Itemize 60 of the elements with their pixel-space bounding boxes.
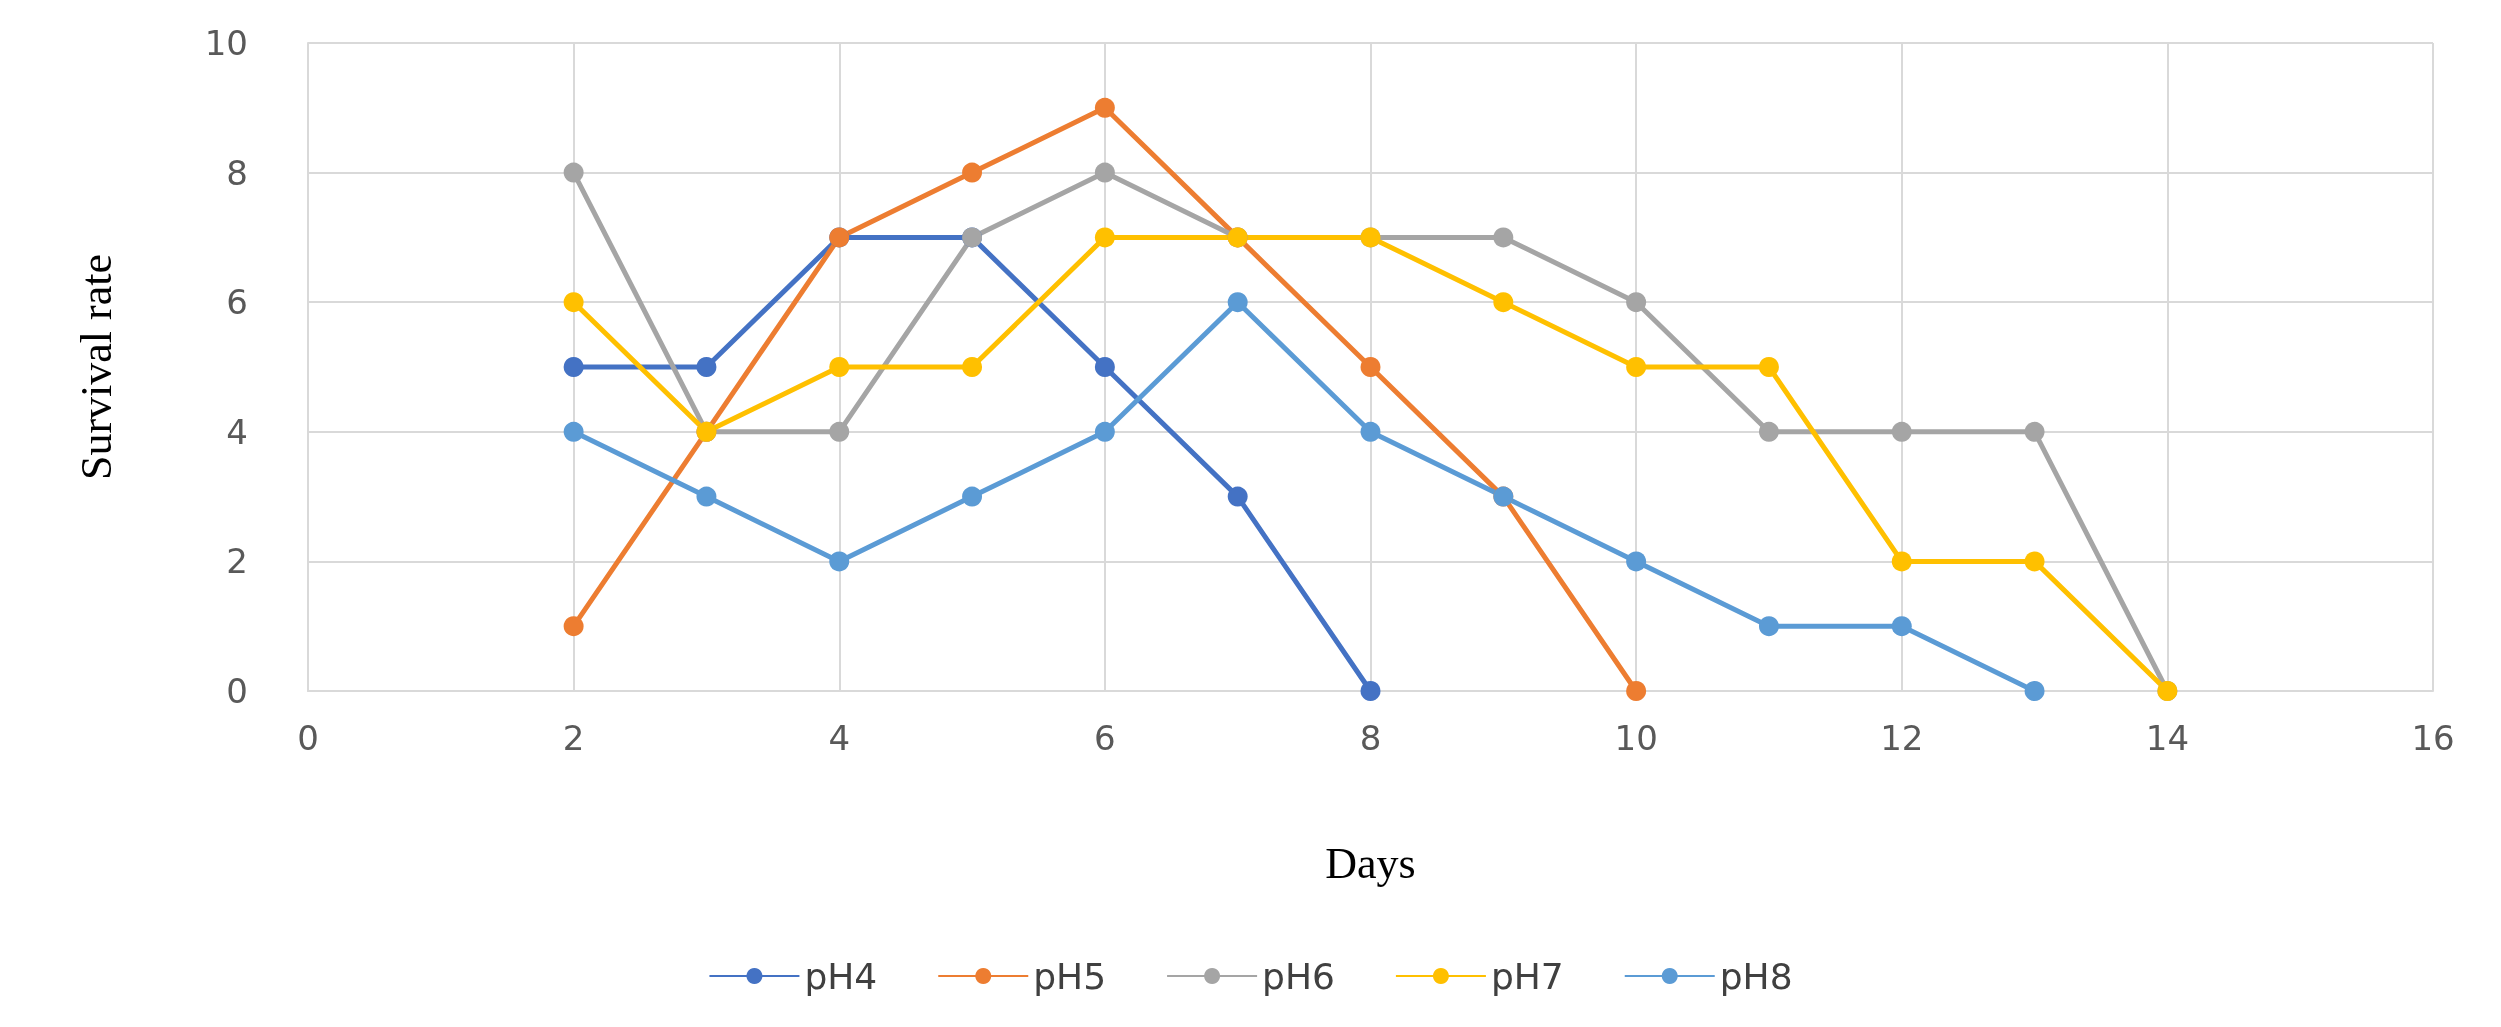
x-tick-label: 6 xyxy=(1094,718,1116,758)
point xyxy=(563,357,584,377)
y-tick-label: 0 xyxy=(226,671,248,711)
y-axis-title: Survival rate xyxy=(71,253,121,481)
point xyxy=(1493,227,1514,248)
point xyxy=(1094,227,1115,248)
point xyxy=(563,162,584,183)
point xyxy=(962,357,983,377)
y-tick-label: 4 xyxy=(226,411,248,452)
point xyxy=(829,357,850,377)
legend-label: pH5 xyxy=(1033,955,1107,997)
point xyxy=(563,421,584,442)
point xyxy=(1626,357,1647,377)
legend-label: pH7 xyxy=(1490,955,1564,997)
point xyxy=(1891,551,1912,572)
legend-label: pH6 xyxy=(1262,955,1335,997)
x-tick-label: 2 xyxy=(562,718,585,758)
x-tick-label: 8 xyxy=(1359,718,1382,758)
point xyxy=(962,162,983,183)
point xyxy=(696,486,717,507)
point xyxy=(563,292,584,313)
point xyxy=(696,357,717,377)
point xyxy=(1094,162,1115,183)
point xyxy=(2024,421,2045,442)
y-tick-label: 2 xyxy=(226,541,248,582)
x-tick-label: 0 xyxy=(297,718,319,758)
point xyxy=(1493,292,1514,313)
point xyxy=(1094,97,1115,118)
x-axis-title: Days xyxy=(1325,838,1416,888)
y-tick-label: 6 xyxy=(226,282,248,323)
point xyxy=(1758,357,1779,377)
point xyxy=(1227,486,1248,507)
point xyxy=(1758,616,1779,637)
point xyxy=(1227,292,1248,313)
point xyxy=(829,551,850,572)
point xyxy=(563,616,584,637)
x-tick-label: 16 xyxy=(2411,718,2455,758)
point xyxy=(1626,292,1647,313)
x-tick-label: 14 xyxy=(2145,718,2190,758)
y-tick-label: 10 xyxy=(204,23,248,63)
legend-label: pH4 xyxy=(804,955,878,997)
point xyxy=(1094,357,1115,377)
point xyxy=(1360,681,1381,701)
point xyxy=(1891,616,1912,637)
point xyxy=(1891,421,1912,442)
y-tick-label: 8 xyxy=(226,152,248,193)
point xyxy=(1626,681,1647,701)
point xyxy=(2024,551,2045,572)
x-tick-label: 4 xyxy=(828,718,851,758)
point xyxy=(829,421,850,442)
point xyxy=(1626,551,1647,572)
point xyxy=(1094,421,1115,442)
point xyxy=(1360,421,1381,442)
x-tick-label: 12 xyxy=(1880,718,1924,758)
point xyxy=(2024,681,2045,701)
point xyxy=(1758,421,1779,442)
point xyxy=(1360,357,1381,377)
point xyxy=(962,486,983,507)
x-tick-label: 10 xyxy=(1614,718,1658,758)
legend-label: pH8 xyxy=(1719,955,1793,997)
